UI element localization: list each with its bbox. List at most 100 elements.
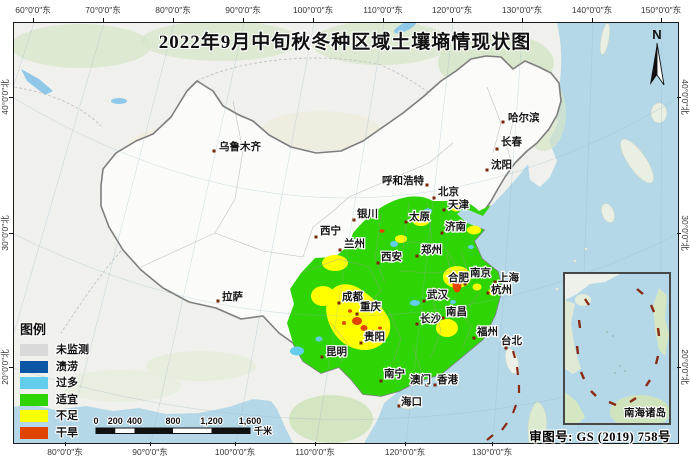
longitude-label: 150°0'0"东 bbox=[640, 5, 682, 15]
legend-item: 过多 bbox=[20, 377, 89, 389]
graticule-tick bbox=[405, 442, 406, 446]
city-label: 贵阳 bbox=[364, 330, 385, 343]
graticule-tick bbox=[243, 18, 244, 22]
scale-bar-tick-label: 1,600 bbox=[239, 416, 262, 426]
scale-bar-tick-label: 200 bbox=[108, 416, 123, 426]
city-marker bbox=[425, 383, 429, 387]
city-marker bbox=[425, 183, 429, 187]
graticule-tick bbox=[9, 97, 13, 98]
city-marker bbox=[212, 149, 216, 153]
legend-item: 不足 bbox=[20, 410, 89, 422]
inset-map-svg bbox=[565, 274, 670, 429]
philippines-luzon bbox=[527, 400, 547, 443]
legend: 图例 未监测 渍涝 过多 适宜 不足 干旱 bbox=[20, 319, 89, 443]
city-label: 西安 bbox=[381, 250, 402, 263]
city-label: 重庆 bbox=[360, 300, 381, 313]
graticule-tick bbox=[452, 18, 453, 22]
city-marker bbox=[352, 218, 356, 222]
city-label: 香港 bbox=[436, 373, 458, 386]
graticule-tick bbox=[315, 442, 316, 446]
city-label: 兰州 bbox=[344, 237, 365, 250]
city-label: 南宁 bbox=[384, 367, 405, 380]
south-china-sea-inset: 南海诸岛 bbox=[563, 272, 671, 429]
legend-item: 干旱 bbox=[20, 426, 89, 439]
region-waterlogged bbox=[382, 251, 388, 255]
japan-hokkaido bbox=[650, 102, 668, 124]
longitude-label: 120°0'0"东 bbox=[431, 5, 473, 15]
region-insufficient bbox=[311, 204, 498, 350]
city-marker bbox=[216, 299, 220, 303]
city-marker bbox=[442, 208, 446, 212]
longitude-label: 90°0'0"东 bbox=[132, 447, 168, 457]
city-label: 西宁 bbox=[320, 224, 341, 237]
city-label: 上海 bbox=[498, 271, 519, 284]
scale-bar-unit: 千米 bbox=[254, 425, 273, 436]
graticule-tick bbox=[592, 18, 593, 22]
taiwan-island bbox=[505, 348, 519, 374]
city-label: 长春 bbox=[501, 135, 522, 148]
city-marker bbox=[441, 316, 445, 320]
soil-moisture-overlay bbox=[287, 196, 502, 396]
graticule-tick bbox=[173, 18, 174, 22]
legend-item: 渍涝 bbox=[20, 360, 89, 373]
city-marker bbox=[415, 322, 419, 326]
legend-title: 图例 bbox=[20, 322, 47, 337]
city-label: 长沙 bbox=[420, 312, 441, 325]
graticule-tick bbox=[661, 18, 662, 22]
city-label: 济南 bbox=[445, 220, 466, 233]
graticule-tick bbox=[9, 367, 13, 368]
city-marker bbox=[397, 404, 401, 408]
graticule-tick bbox=[383, 18, 384, 22]
scale-bar-segment bbox=[134, 428, 173, 434]
inset-mainland bbox=[565, 274, 620, 300]
city-label: 太原 bbox=[408, 210, 430, 223]
approval-number: 审图号: GS (2019) 758号 bbox=[529, 430, 671, 444]
map-frame: N 乌鲁木齐 哈尔滨 长春 沈阳 呼和浩特 北京 天津 太原 银川 济南 西宁 兰州 郑州 西安 南京 合肥 上… bbox=[13, 22, 679, 444]
graticule-tick bbox=[33, 18, 34, 22]
city-marker bbox=[485, 168, 489, 172]
north-arrow: N bbox=[650, 27, 665, 86]
city-marker bbox=[379, 379, 383, 383]
legend-swatch bbox=[20, 426, 48, 439]
longitude-label: 140°0'0"东 bbox=[571, 5, 613, 15]
graticule-tick bbox=[9, 233, 13, 234]
legend-item-label: 未监测 bbox=[56, 344, 89, 356]
longitude-label: 90°0'0"东 bbox=[225, 5, 261, 15]
inset-indochina bbox=[565, 300, 581, 374]
city-label: 天津 bbox=[448, 198, 469, 211]
city-label: 银川 bbox=[357, 207, 378, 220]
graticule-lines bbox=[14, 23, 678, 443]
inset-malay bbox=[565, 392, 585, 423]
scale-bar-tick-label: 0 bbox=[93, 416, 98, 426]
graticule-tick bbox=[677, 97, 681, 98]
city-marker bbox=[320, 355, 324, 359]
city-label: 呼和浩特 bbox=[382, 174, 424, 187]
longitude-label: 110°0'0"东 bbox=[295, 447, 335, 457]
city-marker bbox=[495, 147, 499, 151]
islands bbox=[397, 23, 668, 443]
graticule-tick bbox=[677, 367, 681, 368]
city-marker bbox=[501, 120, 505, 124]
city-label: 成都 bbox=[342, 290, 363, 303]
graticule-tick bbox=[677, 233, 681, 234]
japan-honshu bbox=[620, 138, 654, 184]
longitude-label: 70°0'0"东 bbox=[85, 5, 121, 15]
city-label: 杭州 bbox=[491, 283, 512, 296]
inset-islets bbox=[606, 331, 626, 374]
city-marker bbox=[465, 277, 469, 281]
longitude-label: 120°0'0"东 bbox=[384, 447, 426, 457]
city-marker bbox=[338, 248, 342, 252]
legend-swatch bbox=[20, 393, 48, 406]
graticule-tick bbox=[65, 442, 66, 446]
inset-label: 南海诸岛 bbox=[624, 407, 666, 419]
legend-swatch bbox=[20, 344, 48, 356]
inset-philippines bbox=[653, 288, 669, 356]
city-label: 合肥 bbox=[447, 271, 469, 284]
city-marker bbox=[504, 346, 508, 350]
city-marker bbox=[314, 235, 318, 239]
city-label: 武汉 bbox=[427, 288, 448, 301]
city-label: 南京 bbox=[470, 266, 491, 279]
